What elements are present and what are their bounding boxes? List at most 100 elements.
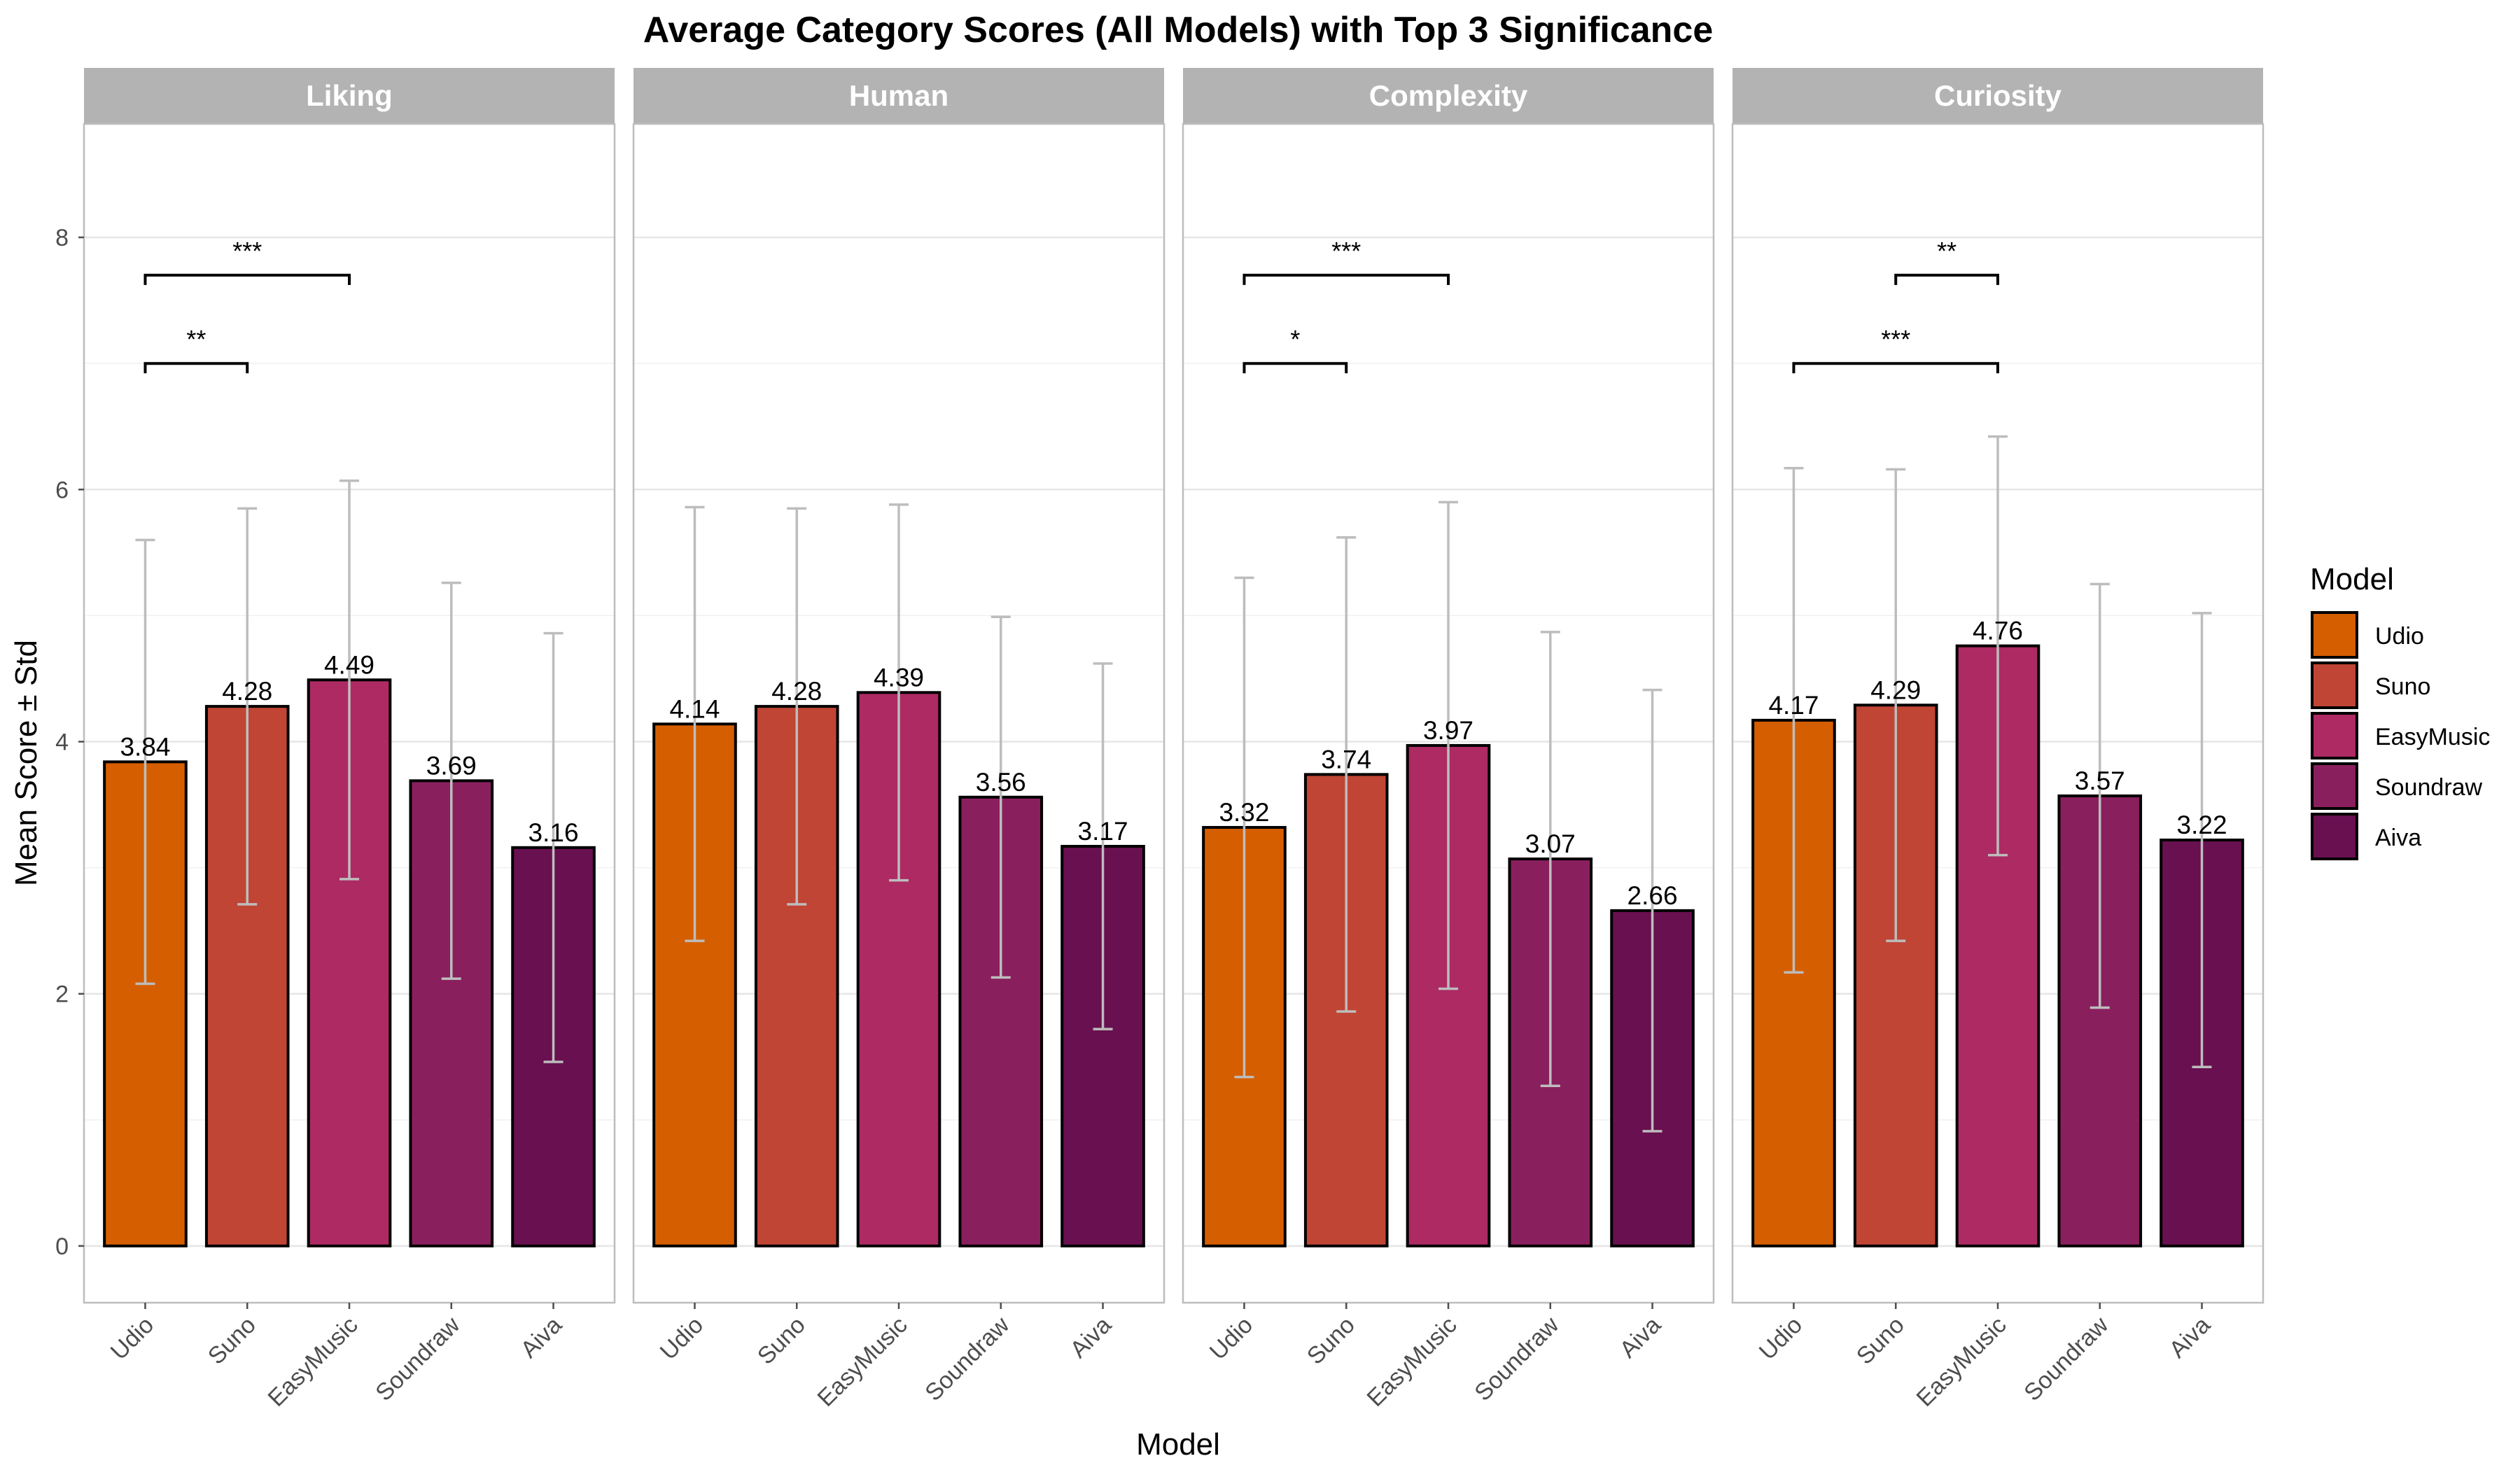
x-tick-label: Udio — [1754, 1312, 1807, 1365]
significance-bracket: *** — [144, 237, 351, 286]
x-tick-label: Aiva — [1065, 1312, 1117, 1364]
panel-human: Human 4.14 4.28 4.39 3.56 3.17 Udio Suno EasyMus… — [632, 68, 1166, 1412]
significance-label: * — [1290, 325, 1300, 354]
error-bar — [1234, 576, 1254, 1079]
error-bar — [2090, 582, 2110, 1009]
panel-liking: Liking3.844.284.493.693.16*****02468Udio… — [55, 68, 616, 1412]
significance-label: ** — [186, 325, 206, 354]
x-tick-label: Aiva — [516, 1312, 568, 1364]
y-tick-label: 4 — [55, 729, 69, 756]
x-tick-label: EasyMusic — [263, 1312, 363, 1412]
significance-bracket: ** — [144, 325, 249, 374]
error-bar — [2192, 612, 2212, 1068]
data-label: 3.74 — [1321, 745, 1371, 774]
significance-bracket: *** — [1242, 237, 1450, 286]
error-bar — [1438, 500, 1458, 990]
y-tick-label: 8 — [55, 225, 69, 251]
panel-strip — [1732, 68, 2263, 124]
error-bar — [990, 615, 1011, 979]
error-bar — [1886, 468, 1906, 942]
data-label: 4.29 — [1870, 676, 1921, 704]
panel-strip — [634, 68, 1164, 124]
legend-item-easymusic: EasyMusic — [2311, 712, 2490, 760]
significance-line — [144, 274, 351, 286]
data-label: 4.28 — [222, 677, 272, 706]
error-bar — [685, 505, 705, 942]
error-bar — [1784, 466, 1804, 974]
panel-strip-label: Curiosity — [1934, 79, 2062, 112]
legend-item-suno: Suno — [2311, 662, 2430, 709]
legend-label: Aiva — [2375, 825, 2421, 851]
y-axis-label: Mean Score ± Std — [9, 640, 43, 886]
error-bar — [1642, 688, 1662, 1133]
legend-title: Model — [2310, 562, 2394, 596]
x-tick-label: Aiva — [2164, 1312, 2216, 1364]
data-label: 3.97 — [1423, 716, 1474, 745]
data-label: 4.28 — [771, 677, 822, 706]
data-label: 4.17 — [1768, 691, 1819, 720]
x-tick-label: Udio — [1205, 1312, 1258, 1365]
significance-line — [1242, 274, 1450, 286]
legend-label: EasyMusic — [2375, 724, 2490, 750]
x-tick-label: Soundraw — [2019, 1311, 2113, 1406]
error-bar — [543, 631, 564, 1063]
error-bar — [135, 538, 155, 986]
panel-strip — [1183, 68, 1714, 124]
error-bar — [237, 507, 258, 906]
significance-label: *** — [1881, 325, 1910, 354]
x-tick-label: EasyMusic — [813, 1312, 913, 1412]
x-axis-label: Model — [1136, 1427, 1220, 1462]
panel-strip-label: Human — [849, 79, 948, 112]
legend-label: Suno — [2375, 673, 2430, 700]
legend-swatch — [2311, 762, 2358, 810]
x-tick-label: Udio — [106, 1312, 159, 1365]
data-label: 4.39 — [874, 663, 924, 692]
data-label: 4.14 — [669, 694, 720, 723]
legend-item-aiva: Aiva — [2311, 813, 2421, 860]
significance-bracket: ** — [1894, 237, 1999, 286]
data-label: 2.66 — [1628, 881, 1678, 910]
legend-swatch — [2311, 813, 2358, 860]
chart-title: Average Category Scores (All Models) wit… — [643, 10, 1714, 50]
panel-strip — [84, 68, 615, 124]
x-tick-label: EasyMusic — [1362, 1312, 1462, 1412]
legend-label: Soundraw — [2375, 774, 2483, 801]
data-label: 3.84 — [120, 732, 170, 761]
error-bar — [787, 507, 807, 906]
x-tick-label: Aiva — [1615, 1312, 1667, 1364]
x-tick-label: Soundraw — [1469, 1311, 1564, 1406]
significance-bracket: * — [1242, 325, 1348, 374]
significance-label: *** — [1331, 237, 1361, 265]
x-tick-label: Suno — [203, 1312, 261, 1370]
data-label: 3.17 — [1078, 817, 1128, 846]
error-bar — [889, 503, 909, 882]
significance-bracket: *** — [1792, 325, 1999, 374]
significance-label: ** — [1937, 237, 1956, 265]
data-label: 3.56 — [976, 768, 1026, 797]
data-label: 4.49 — [324, 650, 374, 679]
error-bar — [1988, 435, 2008, 857]
error-bar — [1336, 536, 1357, 1013]
legend: Model Udio Suno EasyMusic Soundraw Aiva — [2310, 562, 2490, 860]
data-label: 4.76 — [1973, 617, 2023, 645]
data-label: 3.07 — [1525, 830, 1576, 858]
error-bar — [441, 581, 461, 980]
legend-swatch — [2311, 611, 2358, 659]
legend-swatch — [2311, 662, 2358, 709]
significance-label: *** — [232, 237, 262, 265]
panel-strip-label: Liking — [306, 79, 393, 112]
error-bar — [1093, 662, 1113, 1030]
y-tick-label: 0 — [55, 1233, 69, 1260]
x-tick-label: Suno — [1302, 1312, 1360, 1370]
significance-line — [1242, 362, 1348, 374]
legend-label: Udio — [2375, 623, 2424, 650]
x-tick-label: Suno — [1851, 1312, 1910, 1370]
error-bar — [1540, 631, 1560, 1087]
data-label: 3.57 — [2075, 766, 2125, 795]
data-label: 3.69 — [426, 751, 477, 780]
significance-line — [144, 362, 249, 374]
data-label: 3.32 — [1219, 798, 1269, 827]
